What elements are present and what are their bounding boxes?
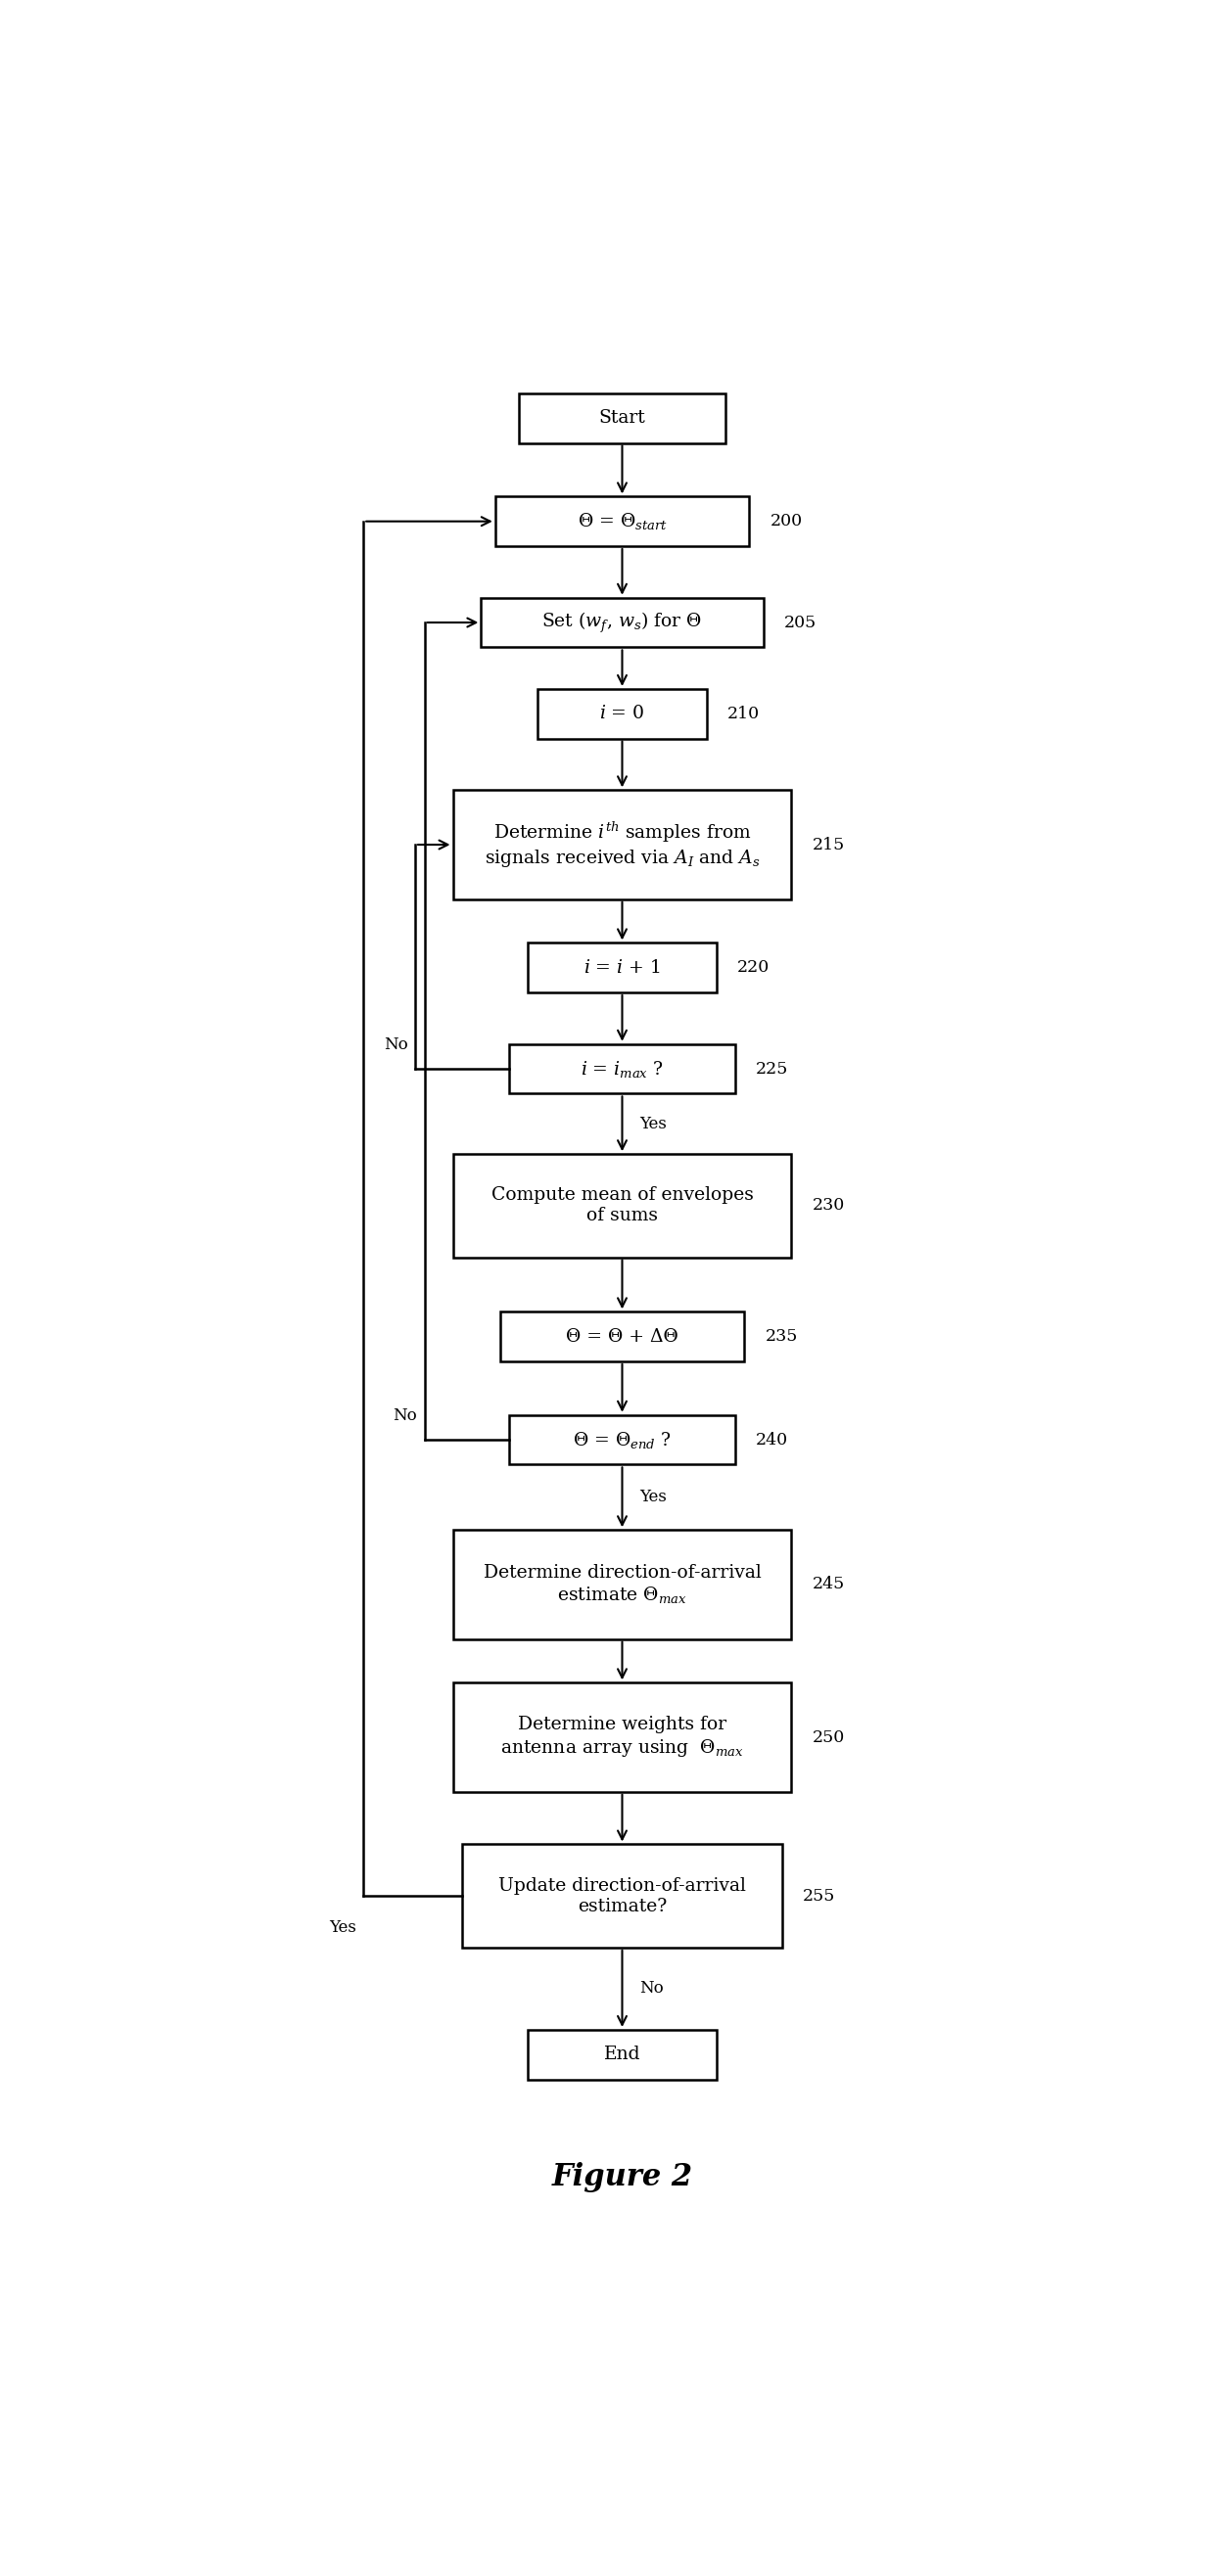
Text: 245: 245 bbox=[812, 1577, 845, 1592]
Bar bbox=[453, 1682, 792, 1793]
Bar bbox=[528, 943, 716, 992]
Bar bbox=[528, 2030, 716, 2079]
Bar bbox=[538, 688, 707, 739]
Text: Determine weights for
antenna array using  Θ$_{max}$: Determine weights for antenna array usin… bbox=[500, 1716, 744, 1759]
Text: 220: 220 bbox=[737, 958, 770, 976]
Text: End: End bbox=[603, 2045, 641, 2063]
Bar bbox=[510, 1414, 736, 1466]
Text: Θ = Θ$_{start}$: Θ = Θ$_{start}$ bbox=[577, 510, 668, 531]
Text: $i$ = $i$ + 1: $i$ = $i$ + 1 bbox=[584, 958, 660, 976]
Text: 200: 200 bbox=[770, 513, 802, 531]
Text: Determine direction-of-arrival
estimate Θ$_{max}$: Determine direction-of-arrival estimate … bbox=[483, 1564, 761, 1605]
Text: $i$ = $i_{max}$ ?: $i$ = $i_{max}$ ? bbox=[580, 1059, 664, 1079]
Bar bbox=[510, 1043, 736, 1095]
Bar bbox=[495, 497, 749, 546]
Text: Update direction-of-arrival
estimate?: Update direction-of-arrival estimate? bbox=[499, 1878, 745, 1914]
Text: Yes: Yes bbox=[639, 1115, 666, 1133]
Text: 215: 215 bbox=[812, 837, 845, 853]
Text: 235: 235 bbox=[765, 1329, 798, 1345]
Bar bbox=[453, 791, 792, 899]
Text: $i$ = 0: $i$ = 0 bbox=[600, 706, 645, 721]
Text: 240: 240 bbox=[756, 1432, 788, 1448]
Text: Yes: Yes bbox=[639, 1489, 666, 1504]
Bar bbox=[453, 1154, 792, 1257]
Text: 205: 205 bbox=[784, 613, 817, 631]
Text: 225: 225 bbox=[756, 1061, 788, 1077]
Bar bbox=[518, 394, 726, 443]
Text: Set ($w_f$, $w_s$) for Θ: Set ($w_f$, $w_s$) for Θ bbox=[541, 611, 703, 634]
Text: No: No bbox=[639, 1981, 663, 1996]
Text: Determine $i^{th}$ samples from
signals received via $A_I$ and $A_s$: Determine $i^{th}$ samples from signals … bbox=[484, 819, 760, 868]
Text: Θ = Θ + ΔΘ: Θ = Θ + ΔΘ bbox=[566, 1327, 679, 1345]
Text: Yes: Yes bbox=[329, 1919, 356, 1937]
Bar bbox=[453, 1530, 792, 1638]
Text: 250: 250 bbox=[812, 1728, 845, 1747]
Text: Compute mean of envelopes
of sums: Compute mean of envelopes of sums bbox=[490, 1188, 754, 1224]
Text: Figure 2: Figure 2 bbox=[551, 2161, 693, 2192]
Text: 255: 255 bbox=[802, 1888, 835, 1904]
Text: Θ = Θ$_{end}$ ?: Θ = Θ$_{end}$ ? bbox=[573, 1430, 671, 1450]
Text: No: No bbox=[384, 1036, 408, 1054]
Bar bbox=[481, 598, 764, 647]
Text: 230: 230 bbox=[812, 1198, 845, 1213]
Bar bbox=[500, 1311, 744, 1360]
Bar bbox=[463, 1844, 782, 1947]
Text: Start: Start bbox=[599, 410, 646, 428]
Text: 210: 210 bbox=[727, 706, 760, 721]
Text: No: No bbox=[393, 1406, 418, 1425]
